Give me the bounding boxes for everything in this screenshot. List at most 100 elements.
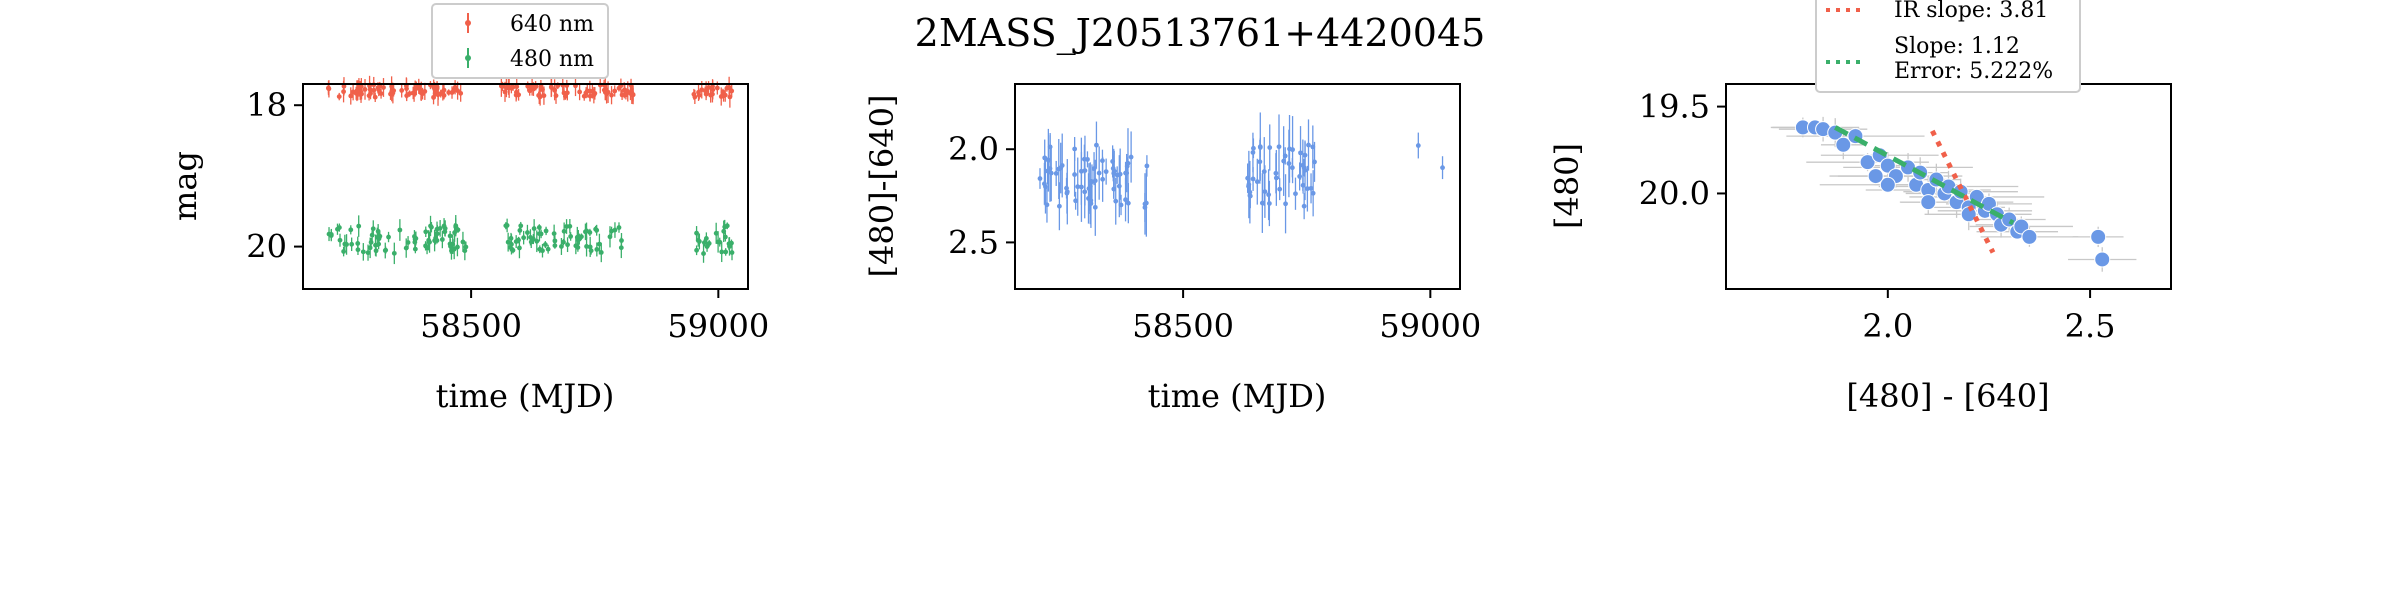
data-point	[432, 238, 438, 244]
data-point	[1273, 170, 1279, 176]
legend-640-dot	[465, 20, 471, 26]
data-point	[1289, 165, 1295, 171]
data-point	[521, 235, 527, 241]
data-point	[2094, 251, 2111, 268]
y-tick-label: 20.0	[1639, 174, 1710, 212]
panel-color-frame	[1014, 83, 1461, 290]
data-point	[1037, 176, 1043, 181]
x-tick-label: 58500	[420, 307, 522, 345]
data-point	[1310, 190, 1316, 196]
data-point	[1262, 189, 1268, 194]
panel-cmd-ticks: 2.0 2.5 19.5 20.0	[1639, 88, 2116, 345]
data-point	[369, 232, 375, 238]
x-tick-label: 59000	[667, 307, 769, 345]
data-point	[629, 92, 635, 98]
data-point	[1301, 203, 1307, 209]
y-tick-label: 2.5	[948, 223, 999, 261]
legend-480-dot	[465, 55, 471, 61]
data-point	[1250, 150, 1256, 155]
data-point	[701, 251, 706, 256]
data-point	[727, 94, 733, 100]
data-point	[551, 231, 557, 237]
data-point	[446, 90, 452, 95]
data-point	[514, 84, 520, 90]
data-point	[618, 245, 624, 251]
data-point	[1103, 169, 1109, 175]
data-point	[616, 225, 622, 230]
data-point	[365, 250, 371, 256]
data-point	[1266, 192, 1272, 198]
data-point	[1254, 179, 1260, 185]
data-point	[721, 228, 727, 234]
panel-color: 58500 59000 2.0 2.5 time (MJD) [480]-[640]	[863, 83, 1481, 415]
data-point	[1072, 146, 1078, 152]
data-point	[426, 237, 432, 243]
data-point	[508, 235, 514, 241]
data-point	[581, 93, 587, 99]
data-point	[598, 250, 604, 255]
data-point	[527, 88, 533, 94]
data-point	[545, 246, 551, 252]
data-point	[411, 91, 417, 96]
data-point	[714, 85, 720, 91]
data-point	[1053, 171, 1059, 176]
data-point	[337, 237, 343, 243]
panel-magnitudes: 58500 59000 18 20 time (MJD) mag 640 nm 480…	[166, 3, 769, 415]
data-point	[1305, 186, 1310, 192]
panel-magnitudes-xlabel: time (MJD)	[436, 377, 615, 415]
data-point	[2021, 228, 2038, 245]
panel-color-ticks: 58500 59000 2.0 2.5	[948, 130, 1481, 345]
data-point	[505, 239, 511, 245]
data-point	[623, 92, 629, 98]
data-point	[1266, 201, 1272, 206]
data-point	[405, 240, 411, 245]
x-tick-label: 58500	[1132, 307, 1234, 345]
data-point	[434, 231, 440, 237]
data-point	[701, 240, 707, 246]
data-point	[720, 89, 726, 95]
data-point	[517, 245, 522, 251]
cmd-legend-ir-label: IR slope: 3.81	[1894, 0, 2048, 23]
x-tick-label: 2.0	[1862, 307, 1913, 345]
data-point	[413, 236, 419, 241]
data-point	[723, 249, 729, 255]
data-point	[567, 223, 573, 229]
data-point	[719, 249, 725, 255]
y-tick-label: 19.5	[1639, 88, 1710, 126]
panel-magnitudes-ylabel: mag	[166, 151, 204, 221]
data-point	[1308, 185, 1314, 191]
data-point	[1125, 160, 1131, 166]
data-point	[542, 242, 548, 247]
cmd-legend-slope-label: Slope: 1.12	[1894, 34, 2020, 59]
data-point	[1835, 136, 1852, 153]
data-point	[418, 90, 424, 96]
data-point	[378, 91, 384, 97]
data-point	[1298, 150, 1303, 156]
data-point	[449, 90, 455, 95]
data-point	[534, 238, 540, 244]
data-point	[362, 86, 368, 92]
data-point	[382, 248, 388, 253]
fit-line	[1834, 125, 2015, 226]
data-point	[559, 244, 564, 249]
data-point	[1415, 143, 1421, 148]
data-point	[710, 91, 715, 97]
data-point	[1058, 165, 1064, 171]
data-point	[1042, 181, 1047, 187]
panel-cmd-xlabel: [480] - [640]	[1846, 377, 2049, 415]
figure-title: 2MASS_J20513761+4420045	[915, 11, 1486, 56]
data-point	[503, 223, 509, 229]
data-point	[1879, 176, 1896, 193]
panel-color-ylabel: [480]-[640]	[863, 95, 901, 278]
data-point	[1125, 200, 1131, 206]
data-point	[722, 224, 728, 230]
data-point	[1128, 154, 1134, 160]
data-point	[1259, 200, 1265, 206]
panel-magnitudes-marks	[326, 75, 735, 265]
data-point	[375, 228, 381, 234]
data-point	[1045, 157, 1051, 163]
data-point	[528, 239, 534, 245]
data-point	[729, 250, 735, 255]
data-point	[434, 85, 440, 91]
